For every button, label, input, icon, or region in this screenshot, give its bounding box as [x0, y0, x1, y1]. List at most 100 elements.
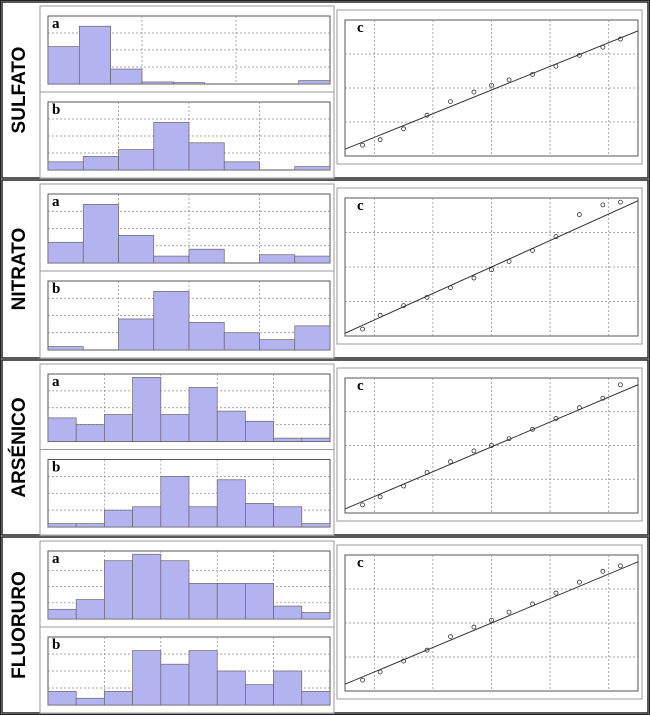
- panel-letter: a: [52, 16, 60, 32]
- qq-point: [489, 443, 494, 448]
- panel-letter: c: [357, 378, 364, 394]
- histogram-bar: [153, 122, 190, 171]
- histogram-bar: [188, 142, 225, 171]
- qq-point: [618, 199, 623, 205]
- qq-point: [424, 647, 430, 653]
- qq-point: [577, 579, 582, 585]
- histogram-bar: [259, 254, 296, 264]
- histogram-bar: [47, 523, 77, 528]
- histogram-bar: [75, 424, 105, 442]
- qq-point: [600, 395, 606, 401]
- histogram-bar: [216, 410, 246, 442]
- histogram-bar: [245, 420, 274, 442]
- histogram-bar: [301, 612, 331, 620]
- row-label: NITRATO: [9, 228, 30, 311]
- histogram-bar: [216, 670, 246, 706]
- plot-frame: [336, 9, 643, 165]
- histogram-bar: [273, 437, 303, 442]
- histogram-bar: [216, 583, 246, 620]
- qq-point: [600, 202, 606, 208]
- histogram-bar: [188, 248, 225, 264]
- qq-point: [471, 624, 477, 630]
- histogram-bar: [223, 161, 260, 171]
- histogram-bar: [82, 156, 119, 171]
- qq-point: [489, 82, 494, 88]
- qq-point: [401, 658, 407, 664]
- qq-point: [471, 275, 477, 281]
- histogram-bar: [294, 255, 331, 264]
- qq-point: [530, 248, 535, 253]
- qq-point: [401, 126, 407, 132]
- qq-point: [577, 405, 582, 411]
- histogram-bar: [301, 691, 331, 706]
- qq-point: [600, 44, 606, 50]
- row-label: FLUORURO: [9, 571, 30, 679]
- histogram-bar: [294, 166, 331, 171]
- qq-point: [471, 89, 477, 95]
- histogram-bar: [78, 25, 112, 85]
- panel-letter: a: [52, 194, 60, 210]
- qq-point: [506, 436, 512, 442]
- qq-point: [424, 294, 430, 300]
- histogram-bar: [118, 149, 155, 171]
- histogram-bar: [188, 322, 225, 351]
- histogram-bar: [188, 650, 218, 706]
- histogram-bar: [153, 255, 190, 264]
- plot-frame: [336, 187, 643, 345]
- row-label: SULFATO: [9, 47, 30, 134]
- reference-line: [344, 200, 639, 334]
- qq-point: [553, 590, 559, 596]
- qq-point: [530, 601, 535, 607]
- histogram-bar: [259, 339, 296, 351]
- histogram-bar: [110, 68, 143, 85]
- qq-point: [377, 494, 383, 500]
- histogram-bar: [245, 684, 274, 706]
- histogram-bar: [245, 503, 274, 528]
- qq-point: [553, 234, 559, 240]
- histogram-bar: [160, 476, 190, 528]
- qq-point: [401, 303, 407, 309]
- histogram-bar: [104, 509, 133, 528]
- qq-point: [448, 634, 453, 639]
- qq-point: [506, 259, 512, 264]
- histogram-bar: [160, 663, 190, 706]
- qq-point: [506, 77, 512, 83]
- qq-point: [489, 267, 494, 273]
- histogram-bar: [47, 46, 80, 85]
- row-label: ARSÉNICO: [8, 397, 30, 497]
- histogram-bar: [245, 583, 274, 620]
- panel-letter: a: [52, 374, 60, 390]
- panel-letter: b: [52, 281, 60, 297]
- histogram-bar: [82, 204, 119, 264]
- histogram-bar: [160, 560, 190, 620]
- panel-letter: c: [357, 20, 364, 36]
- histogram-bar: [301, 437, 331, 442]
- qq-point: [360, 502, 365, 508]
- reference-line: [344, 561, 639, 685]
- histogram-bar: [47, 241, 84, 264]
- histogram-bar: [273, 605, 303, 620]
- histogram-bar: [141, 81, 174, 85]
- histogram-bar: [75, 697, 105, 706]
- qq-point: [360, 677, 365, 683]
- qq-point: [424, 470, 430, 475]
- qq-point: [506, 609, 512, 615]
- histogram-bar: [118, 235, 155, 264]
- histogram-bar: [118, 318, 155, 351]
- panel-letter: c: [357, 555, 364, 571]
- histogram-bar: [47, 417, 77, 442]
- histogram-bar: [104, 414, 133, 442]
- plot-frame: [336, 544, 643, 700]
- histogram-bar: [47, 346, 84, 351]
- reference-line: [344, 30, 639, 150]
- qq-point: [553, 416, 559, 421]
- histogram-bar: [132, 506, 162, 528]
- histogram-bar: [216, 479, 246, 528]
- qq-point: [377, 137, 383, 143]
- histogram-bar: [47, 608, 77, 620]
- qq-point: [600, 568, 606, 574]
- qq-point: [360, 142, 365, 148]
- qq-point: [530, 72, 535, 77]
- qq-point: [489, 617, 494, 623]
